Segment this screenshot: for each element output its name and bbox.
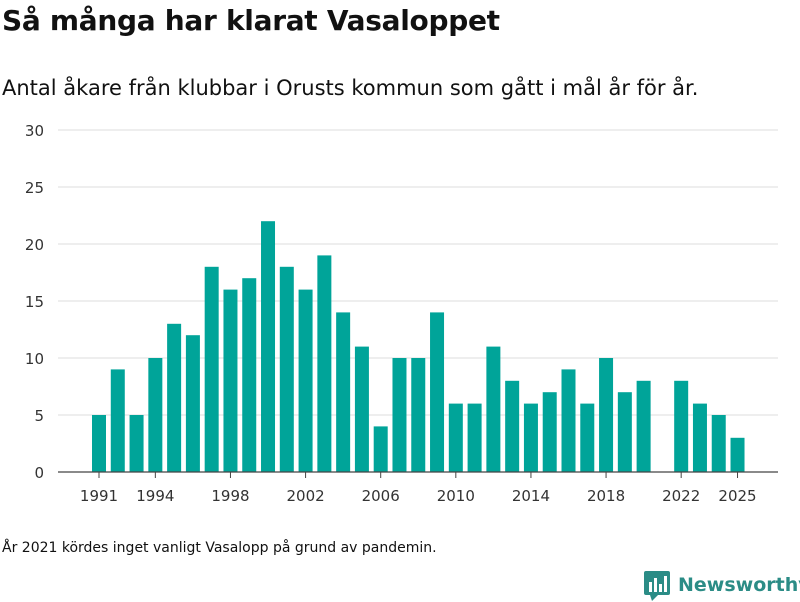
bar bbox=[242, 278, 257, 472]
y-tick-label: 20 bbox=[25, 236, 44, 254]
bar bbox=[336, 312, 351, 472]
x-tick-label: 2014 bbox=[512, 487, 550, 505]
y-tick-label: 30 bbox=[25, 122, 44, 140]
bar bbox=[448, 403, 463, 472]
chart-title: Så många har klarat Vasaloppet bbox=[2, 4, 500, 37]
bar bbox=[692, 403, 707, 472]
x-tick-label: 2002 bbox=[286, 487, 324, 505]
bar bbox=[580, 403, 595, 472]
bar bbox=[298, 289, 313, 472]
bar bbox=[223, 289, 238, 472]
y-tick-label: 15 bbox=[25, 293, 44, 311]
bar bbox=[354, 346, 369, 472]
bar bbox=[261, 221, 276, 472]
bar bbox=[486, 346, 501, 472]
brand-name: Newsworthy bbox=[678, 574, 800, 596]
bar bbox=[148, 358, 163, 472]
y-tick-label: 0 bbox=[34, 464, 44, 482]
y-tick-label: 10 bbox=[25, 350, 44, 368]
bar bbox=[185, 335, 200, 472]
chart-area: 0 5 10 15 20 25 30 1991 1994 1998 2002 2006 2010 2014… bbox=[0, 110, 800, 520]
bar bbox=[523, 403, 538, 472]
x-tick-label: 2022 bbox=[662, 487, 700, 505]
bar bbox=[110, 369, 125, 472]
bar bbox=[599, 358, 614, 472]
brand-logo: Newsworthy bbox=[644, 568, 800, 602]
bar bbox=[542, 392, 557, 472]
bar bbox=[204, 266, 219, 472]
bar bbox=[411, 358, 426, 472]
x-tick-label: 2010 bbox=[437, 487, 475, 505]
footnote: År 2021 kördes inget vanligt Vasalopp på… bbox=[2, 540, 437, 556]
x-tick-label: 1991 bbox=[80, 487, 118, 505]
bar bbox=[373, 426, 388, 472]
bar bbox=[129, 415, 144, 472]
bar bbox=[617, 392, 632, 472]
x-tick-label: 2006 bbox=[362, 487, 400, 505]
bar bbox=[730, 437, 745, 472]
bar bbox=[636, 380, 651, 472]
bar bbox=[505, 380, 520, 472]
bar bbox=[674, 380, 689, 472]
bar bbox=[317, 255, 332, 472]
x-tick-label: 1994 bbox=[136, 487, 174, 505]
y-tick-label: 5 bbox=[34, 407, 44, 425]
bar bbox=[279, 266, 294, 472]
bar bbox=[467, 403, 482, 472]
bar bbox=[711, 415, 726, 472]
bar bbox=[392, 358, 407, 472]
x-tick-label: 2018 bbox=[587, 487, 625, 505]
bar bbox=[92, 415, 106, 472]
bar bbox=[561, 369, 576, 472]
bar bbox=[430, 312, 445, 472]
bar bbox=[167, 323, 182, 472]
x-tick-label: 1998 bbox=[211, 487, 249, 505]
y-tick-label: 25 bbox=[25, 179, 44, 197]
x-tick-label: 2025 bbox=[718, 487, 756, 505]
newsworthy-logo-icon bbox=[644, 571, 670, 601]
chart-subtitle: Antal åkare från klubbar i Orusts kommun… bbox=[2, 76, 699, 100]
